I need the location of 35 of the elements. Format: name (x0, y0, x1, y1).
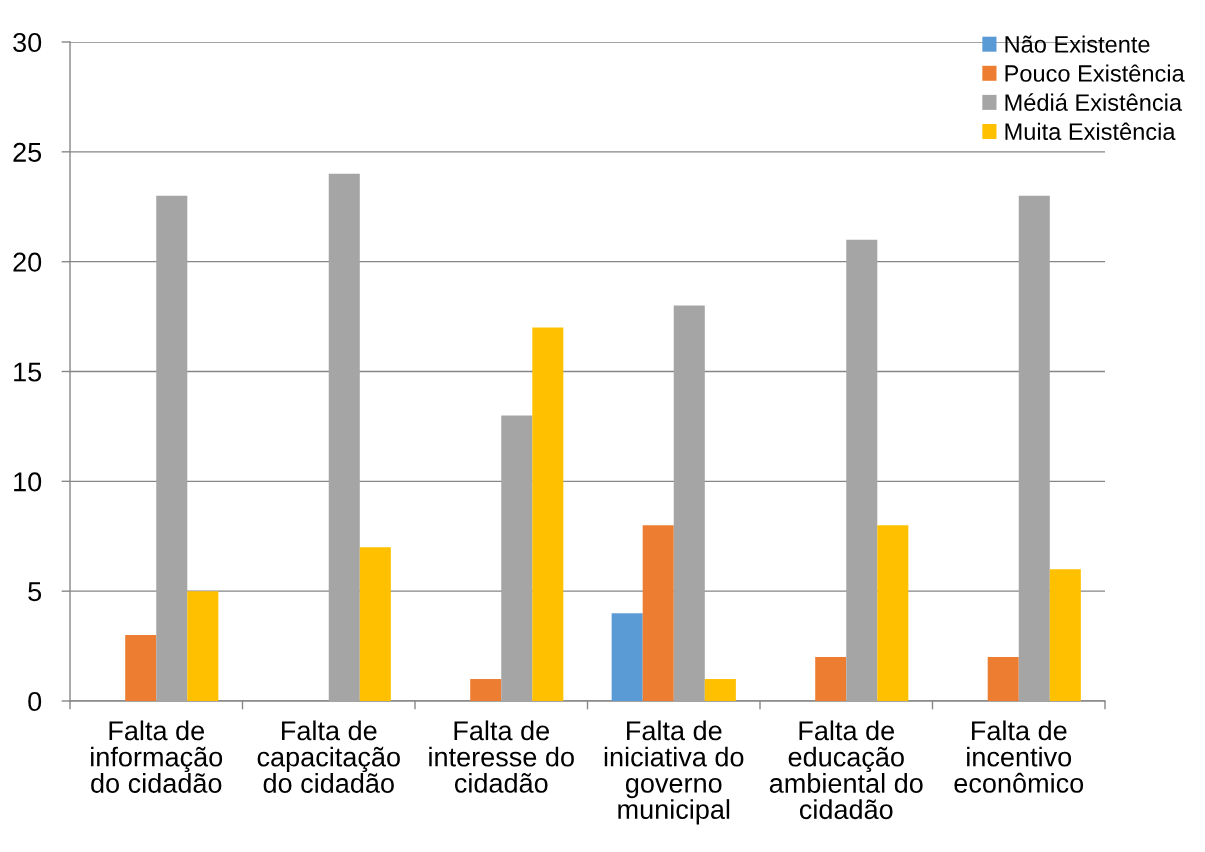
bar (877, 525, 909, 701)
bar (359, 547, 391, 701)
y-tick-label: 20 (13, 252, 42, 272)
bar (1018, 195, 1050, 701)
y-tick-label: 10 (14, 472, 42, 492)
x-tick-label: Falta de capacitação do cidadão (257, 720, 400, 793)
y-tick-label: 25 (13, 142, 42, 162)
x-tick-label: Falta de educação ambiental do cidadão (769, 720, 923, 820)
bar (187, 591, 219, 701)
bar (125, 635, 157, 701)
bar (987, 657, 1019, 701)
legend-label: Muita Existência (1005, 122, 1176, 141)
bar (611, 613, 643, 701)
bar (815, 657, 847, 701)
bar (846, 239, 878, 701)
y-tick-label: 30 (13, 32, 42, 53)
bar (156, 195, 188, 701)
bar (704, 679, 736, 701)
bar (328, 173, 360, 701)
bar (642, 525, 674, 701)
legend-label: Não Existente (1005, 35, 1150, 53)
bar (1049, 569, 1081, 701)
y-tick-label: 0 (28, 691, 42, 712)
x-tick-label: Falta de informação do cidadão (91, 720, 223, 793)
x-tick-label: Falta de iniciativa do governo municipal (604, 720, 744, 825)
x-tick-label: Falta de interesse do cidadão (429, 720, 574, 793)
bar (501, 415, 533, 701)
bar (673, 305, 705, 701)
y-tick-label: 15 (14, 362, 42, 382)
legend-label: Pouco Existência (1005, 64, 1185, 82)
bar (470, 679, 502, 701)
bar (532, 327, 564, 701)
x-tick-label: Falta de incentivo econômico (954, 720, 1084, 793)
y-tick-label: 5 (28, 582, 42, 602)
legend-label: Médiá Existência (1005, 93, 1183, 111)
